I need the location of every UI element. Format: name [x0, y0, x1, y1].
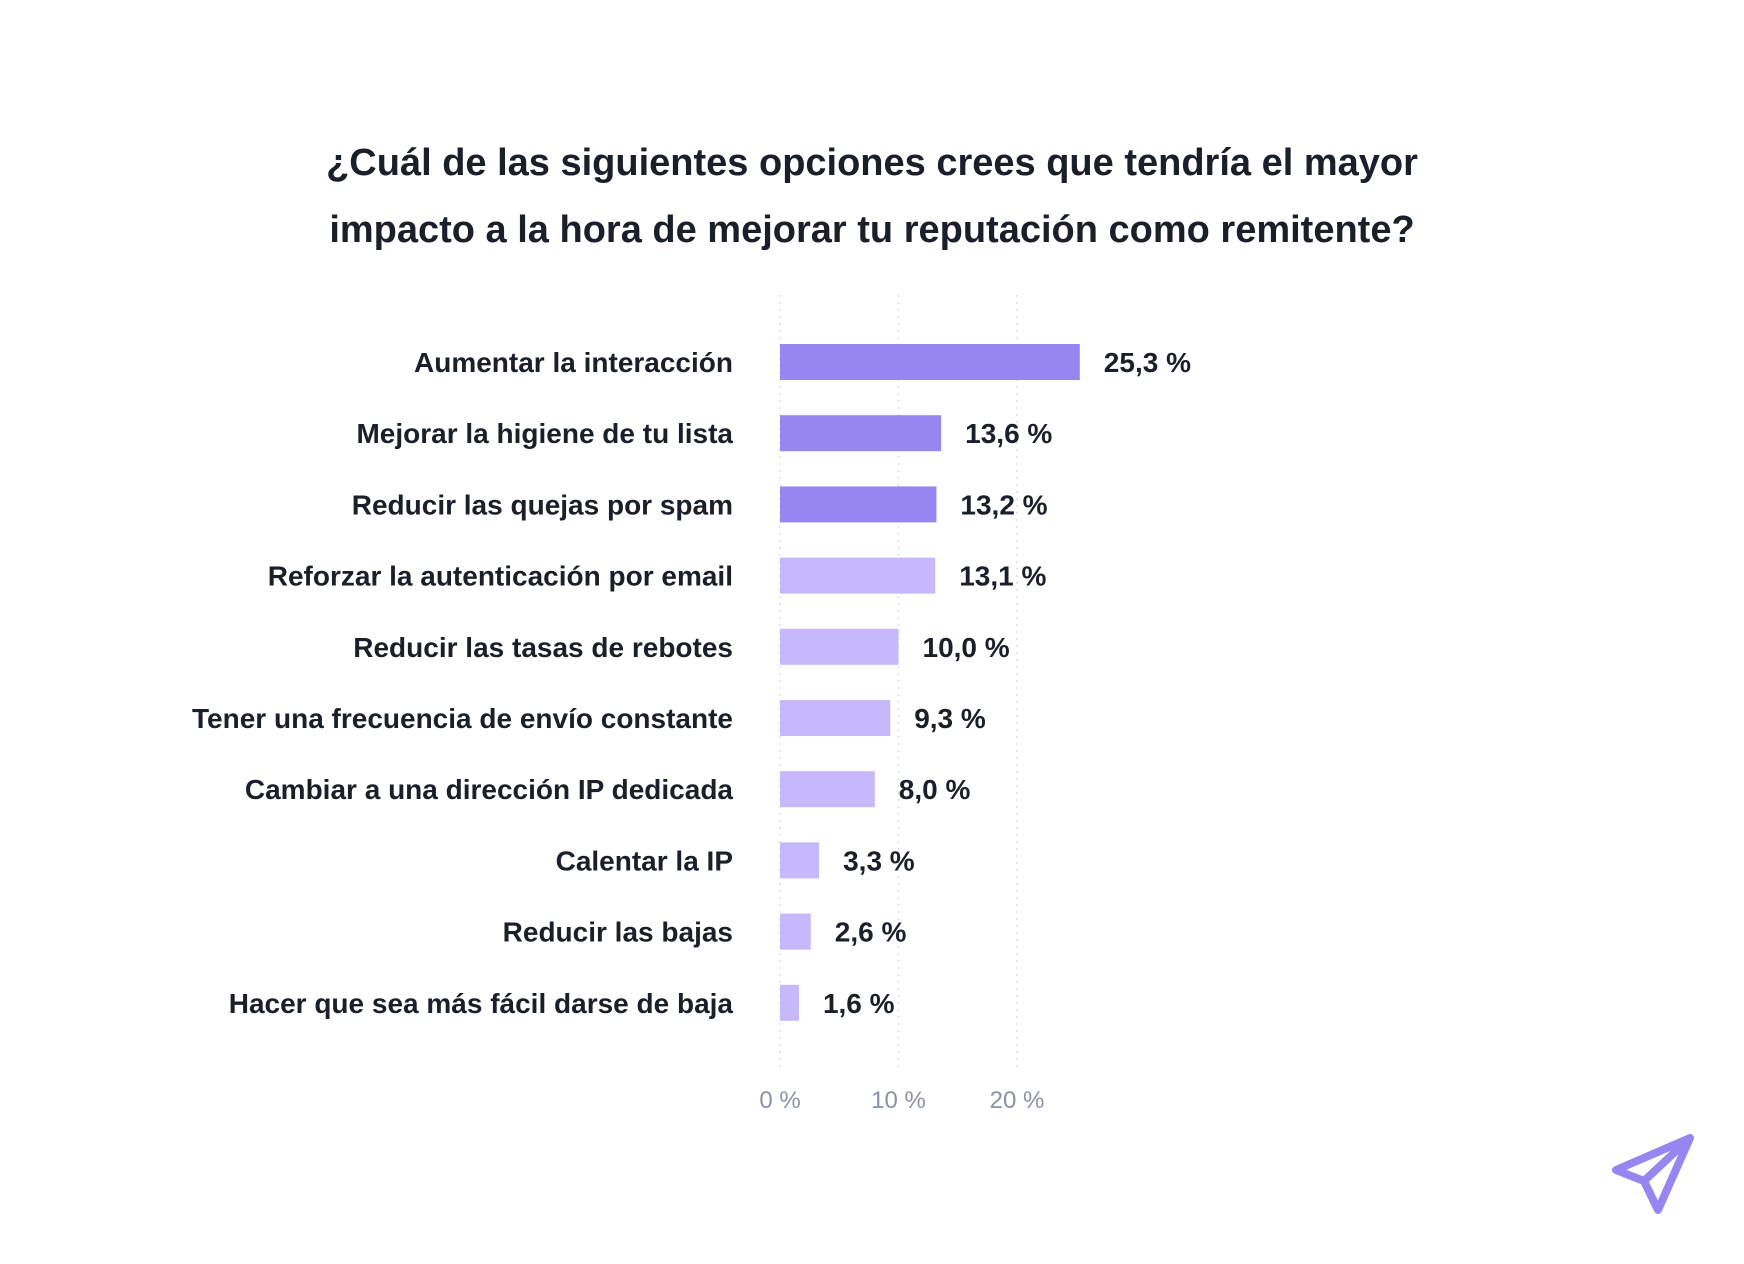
chart-title-line-1: ¿Cuál de las siguientes opciones crees q…: [326, 142, 1418, 184]
bar: [780, 557, 936, 594]
paper-plane-logo-icon: [1612, 1134, 1694, 1214]
category-label: Mejorar la higiene de tu lista: [356, 418, 733, 449]
value-label: 3,3 %: [843, 845, 915, 876]
x-tick-label: 10 %: [871, 1087, 926, 1114]
value-label: 9,3 %: [914, 703, 986, 734]
category-label: Calentar la IP: [556, 845, 733, 876]
category-label: Reducir las quejas por spam: [352, 489, 733, 520]
bar: [780, 486, 937, 523]
bar: [780, 771, 875, 808]
bar: [780, 700, 891, 736]
value-label: 13,1 %: [959, 561, 1046, 592]
value-label: 10,0 %: [923, 632, 1010, 663]
value-label: 13,6 %: [965, 418, 1052, 449]
category-label: Cambiar a una dirección IP dedicada: [245, 774, 734, 805]
bar: [780, 415, 942, 452]
x-tick-label: 20 %: [990, 1087, 1045, 1114]
category-label: Hacer que sea más fácil darse de baja: [229, 988, 734, 1019]
value-label: 25,3 %: [1104, 347, 1191, 378]
bar: [780, 984, 799, 1021]
value-label: 13,2 %: [960, 489, 1047, 520]
category-label: Reducir las tasas de rebotes: [353, 632, 733, 663]
category-label: Aumentar la interacción: [414, 347, 733, 378]
value-label: 2,6 %: [835, 917, 907, 948]
bar: [780, 628, 899, 665]
category-label: Tener una frecuencia de envío constante: [192, 703, 733, 734]
value-label: 8,0 %: [899, 774, 971, 805]
bar: [780, 344, 1080, 380]
category-label: Reforzar la autenticación por email: [268, 561, 733, 592]
bar: [780, 842, 820, 879]
bar: [780, 913, 811, 950]
x-tick-label: 0 %: [759, 1087, 800, 1114]
category-label: Reducir las bajas: [503, 917, 733, 948]
chart-title-line-2: impacto a la hora de mejorar tu reputaci…: [329, 209, 1415, 251]
chart-title: ¿Cuál de las siguientes opciones crees q…: [0, 130, 1744, 264]
value-label: 1,6 %: [823, 988, 895, 1019]
